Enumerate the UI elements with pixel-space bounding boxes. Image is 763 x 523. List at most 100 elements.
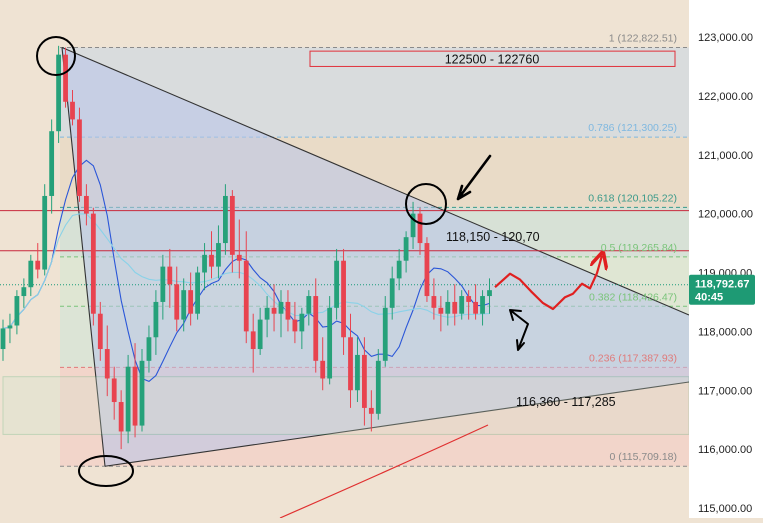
price-axis-ticks: 123,000.00 122,000.00 121,000.00 120,000.00… (698, 32, 753, 515)
candle-body (167, 266, 173, 285)
price-tick-label: 121,000.00 (698, 150, 753, 162)
price-tick-label: 120,000.00 (698, 209, 753, 221)
candle-body (278, 301, 284, 314)
candle (285, 290, 291, 332)
candle (264, 296, 270, 338)
candle-body (139, 360, 145, 426)
horizontal-level-lines (0, 210, 690, 435)
candle (35, 243, 41, 279)
candle (70, 89, 75, 126)
candle (243, 231, 249, 344)
fib-label: 0.5 (119,265.84) (601, 242, 677, 254)
candle-body (431, 296, 437, 308)
candle (396, 248, 402, 291)
candle (438, 296, 444, 332)
candle-body (452, 301, 458, 314)
candle-body (368, 407, 374, 414)
candle-body (348, 337, 353, 391)
candle (389, 266, 395, 320)
candle-body (459, 296, 465, 314)
candle-body (243, 260, 249, 332)
candle (153, 290, 159, 355)
price-tick-label: 118,000.00 (698, 326, 752, 338)
candle (306, 290, 312, 326)
candle (382, 296, 388, 367)
candle-body (209, 254, 214, 267)
candle-body (271, 307, 277, 314)
fib-label: 0.382 (118,426.47) (589, 291, 677, 303)
candle-body (125, 366, 131, 432)
price-tick-label: 116,000.00 (698, 444, 752, 456)
candle-body (417, 213, 423, 244)
bottom-circle (78, 455, 134, 487)
top-circle (36, 36, 76, 76)
candle (334, 248, 339, 320)
candle-body (21, 287, 27, 297)
candle-body (49, 131, 55, 196)
candle (355, 337, 360, 403)
current-price-value: 118,792.67 (695, 279, 749, 291)
resistance-box-label: 122500 - 122760 (445, 52, 540, 66)
candle (375, 349, 381, 420)
candle-body (466, 296, 472, 302)
candle (84, 184, 89, 226)
candle (417, 207, 423, 255)
candle (104, 325, 110, 397)
fib-label: 1 (122,822.51) (609, 32, 677, 44)
candle-body (487, 290, 492, 297)
price-tick-label: 122,000.00 (698, 91, 753, 103)
candle-body (320, 360, 326, 379)
candle (146, 325, 152, 373)
candle (202, 243, 207, 291)
candle-body (202, 254, 207, 273)
candle (403, 231, 409, 273)
candle-body (250, 331, 256, 350)
candle (0, 319, 6, 361)
candle-body (264, 307, 270, 320)
candle (139, 349, 145, 432)
candle (21, 278, 27, 308)
candle-body (195, 272, 200, 314)
candle (209, 231, 214, 279)
candle-body (473, 301, 478, 314)
candle-body (181, 290, 187, 320)
candle (97, 301, 103, 361)
candle-body (104, 349, 110, 379)
candle (28, 254, 34, 297)
candle (216, 225, 221, 279)
candle-body (14, 296, 20, 326)
fib-label: 0.618 (120,105.22) (588, 192, 677, 204)
candle-body (160, 266, 166, 302)
candle-body (42, 195, 48, 270)
candlestick-series (0, 45, 492, 450)
candle-body (84, 195, 89, 214)
candle (362, 337, 367, 426)
range-annotation: 116,360 - 117,285 (516, 395, 616, 409)
triangle-lower-trendline (104, 381, 690, 467)
candle (56, 45, 61, 143)
candle-body (56, 54, 61, 132)
candle-body (229, 195, 235, 255)
candle-body (424, 243, 430, 297)
candle (236, 219, 242, 279)
candle (452, 284, 458, 326)
candle-body (396, 260, 402, 279)
bounce-arrows (509, 309, 529, 351)
candle-body (35, 260, 41, 270)
candle (181, 278, 187, 332)
text-annotations: 118,150 - 120,70 116,360 - 117,285 (446, 230, 616, 409)
triangle-upper-trendline (61, 46, 690, 316)
triangle-left-edge (61, 47, 106, 467)
candle-body (403, 237, 409, 261)
candle-body (77, 119, 82, 196)
price-axis[interactable] (689, 0, 763, 518)
candle (111, 366, 117, 420)
candle-body (236, 254, 242, 261)
candle-body (306, 296, 312, 314)
candle-body (63, 54, 68, 102)
candle-body (327, 307, 333, 379)
candle-body (132, 366, 138, 426)
